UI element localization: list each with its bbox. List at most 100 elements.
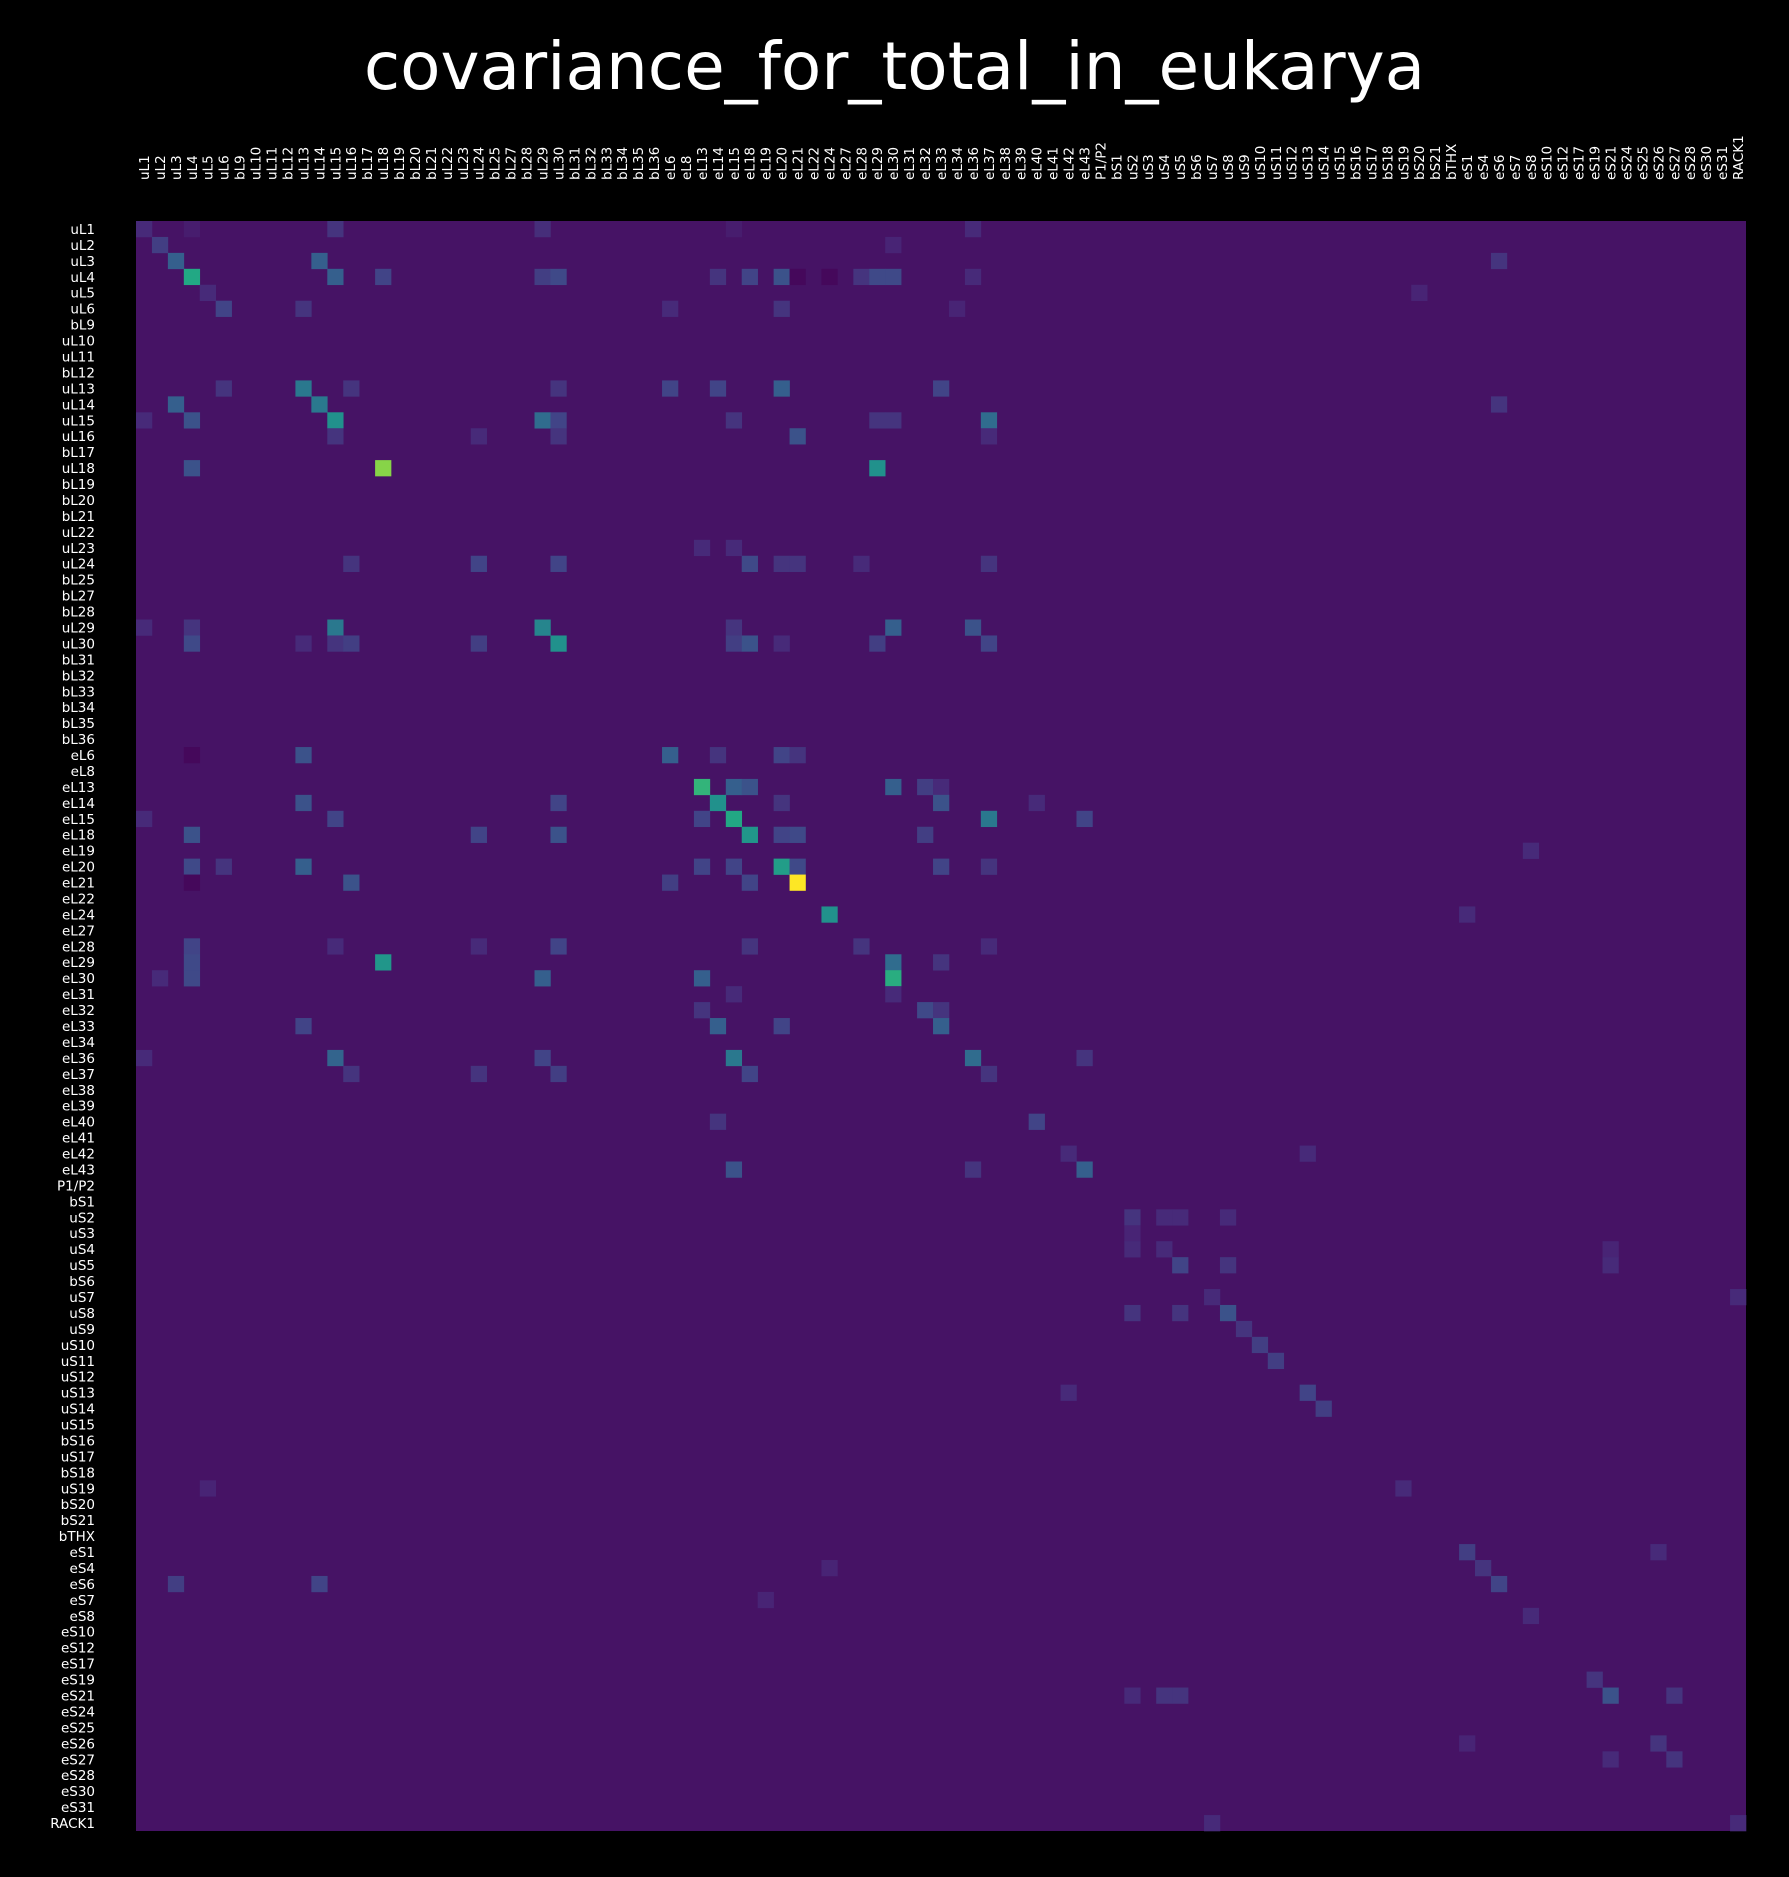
heatmap-cell bbox=[980, 938, 998, 955]
heatmap-cell bbox=[550, 938, 567, 955]
heatmap-cell bbox=[693, 539, 711, 557]
heatmap-cell bbox=[869, 460, 886, 477]
heatmap-cell bbox=[1602, 1257, 1619, 1274]
y-tick-label: uL11 bbox=[62, 350, 95, 366]
y-tick-label: eL34 bbox=[62, 1035, 95, 1051]
heatmap-cell bbox=[1156, 1209, 1173, 1226]
y-tick-label: bS6 bbox=[69, 1274, 95, 1290]
y-tick-label: bL21 bbox=[62, 509, 95, 525]
y-tick-label: uS13 bbox=[61, 1386, 95, 1402]
x-tick-label: eS6 bbox=[1492, 155, 1508, 180]
x-tick-label: eL33 bbox=[934, 147, 950, 180]
heatmap-cell bbox=[534, 970, 551, 987]
heatmap-cell bbox=[1459, 906, 1476, 923]
heatmap-cell bbox=[550, 428, 567, 445]
x-tick-label: uL5 bbox=[201, 155, 217, 180]
heatmap-cell bbox=[773, 300, 790, 317]
heatmap-cell bbox=[470, 635, 487, 652]
x-tick-label: bS18 bbox=[1380, 146, 1396, 180]
heatmap-cell bbox=[773, 268, 790, 286]
heatmap-cell bbox=[183, 970, 201, 987]
y-tick-label: uL5 bbox=[70, 286, 95, 302]
y-tick-label: eL28 bbox=[62, 939, 95, 955]
y-tick-label: eS10 bbox=[61, 1625, 95, 1641]
x-tick-label: eS24 bbox=[1619, 146, 1635, 180]
x-tick-label: eL13 bbox=[695, 147, 711, 180]
heatmap-cell bbox=[693, 858, 711, 875]
x-tick-label: bTHX bbox=[1444, 144, 1460, 180]
heatmap-cell bbox=[773, 1018, 790, 1035]
x-tick-label: eL31 bbox=[902, 147, 918, 180]
heatmap-cell bbox=[709, 268, 727, 286]
heatmap-cell bbox=[295, 300, 312, 317]
y-tick-label: uS9 bbox=[69, 1322, 95, 1338]
x-tick-label: eL21 bbox=[791, 147, 807, 180]
x-tick-label: eS31 bbox=[1715, 146, 1731, 180]
heatmap-cell bbox=[183, 747, 201, 764]
y-tick-label: uS14 bbox=[61, 1402, 95, 1418]
heatmap-cell bbox=[343, 1065, 360, 1083]
x-tick-label: eS19 bbox=[1588, 146, 1604, 180]
heatmap-cell bbox=[1395, 1480, 1412, 1497]
y-tick-label: uS5 bbox=[69, 1258, 95, 1274]
heatmap-cell bbox=[709, 794, 727, 812]
heatmap-cell bbox=[917, 826, 934, 843]
y-tick-label: uL15 bbox=[62, 413, 95, 429]
heatmap-cell bbox=[1124, 1209, 1141, 1226]
heatmap-cell bbox=[199, 284, 216, 301]
heatmap-cell bbox=[821, 268, 838, 286]
x-tick-label: eS25 bbox=[1635, 146, 1651, 180]
heatmap-cell bbox=[1522, 1607, 1540, 1625]
heatmap-cell bbox=[693, 810, 711, 828]
heatmap-cell bbox=[327, 412, 344, 429]
heatmap-cell bbox=[470, 555, 487, 572]
heatmap-cell bbox=[789, 428, 806, 445]
heatmap-cell bbox=[725, 858, 743, 875]
x-tick-label: eL27 bbox=[838, 147, 854, 180]
x-tick-label: uL13 bbox=[296, 147, 312, 180]
heatmap-cell bbox=[327, 221, 344, 238]
heatmap-cell bbox=[709, 1018, 727, 1035]
x-tick-label: uL1 bbox=[137, 155, 153, 180]
y-tick-label: eS1 bbox=[70, 1545, 95, 1561]
heatmap-cell bbox=[375, 460, 392, 477]
heatmap-cell bbox=[980, 428, 998, 445]
heatmap-cell bbox=[885, 268, 902, 286]
heatmap-cell bbox=[662, 874, 679, 891]
y-tick-label: eL15 bbox=[62, 812, 95, 828]
x-tick-label: eL6 bbox=[663, 156, 679, 180]
heatmap-cell bbox=[1666, 1751, 1683, 1768]
heatmap-cell bbox=[980, 858, 998, 875]
y-tick-label: uL30 bbox=[62, 636, 95, 652]
y-tick-label: eS24 bbox=[61, 1704, 95, 1720]
y-tick-label: uS11 bbox=[61, 1354, 95, 1370]
x-tick-label: uL24 bbox=[472, 147, 488, 180]
y-tick-label: eS7 bbox=[70, 1593, 95, 1609]
x-tick-label: eL20 bbox=[775, 147, 791, 180]
heatmap-cell bbox=[183, 460, 201, 477]
heatmap-cell bbox=[470, 1065, 487, 1083]
x-tick-label: uS5 bbox=[1173, 154, 1189, 180]
heatmap-cell bbox=[295, 1018, 312, 1035]
y-tick-label: uL14 bbox=[62, 397, 95, 413]
heatmap-cell bbox=[136, 619, 153, 636]
heatmap-cell bbox=[933, 380, 950, 397]
heatmap-cell bbox=[311, 1575, 328, 1593]
x-tick-label: bL34 bbox=[615, 147, 631, 180]
heatmap-cell bbox=[709, 1113, 727, 1130]
heatmap-cell bbox=[1204, 1815, 1221, 1832]
heatmap-cell bbox=[295, 635, 312, 652]
heatmap-cell bbox=[757, 1591, 774, 1609]
x-tick-label: uS2 bbox=[1125, 154, 1141, 180]
y-tick-label: bL34 bbox=[62, 700, 95, 716]
x-tick-label: eS28 bbox=[1683, 146, 1699, 180]
heatmap-cell bbox=[375, 954, 392, 971]
y-tick-label: bL32 bbox=[62, 668, 95, 684]
heatmap-cell bbox=[1172, 1687, 1189, 1704]
heatmap-cell bbox=[151, 236, 169, 254]
y-tick-label: bS21 bbox=[61, 1513, 95, 1529]
heatmap-cell bbox=[773, 635, 790, 652]
heatmap-cell bbox=[136, 810, 153, 828]
y-tick-label: uL13 bbox=[62, 381, 95, 397]
heatmap-cell bbox=[933, 954, 950, 971]
